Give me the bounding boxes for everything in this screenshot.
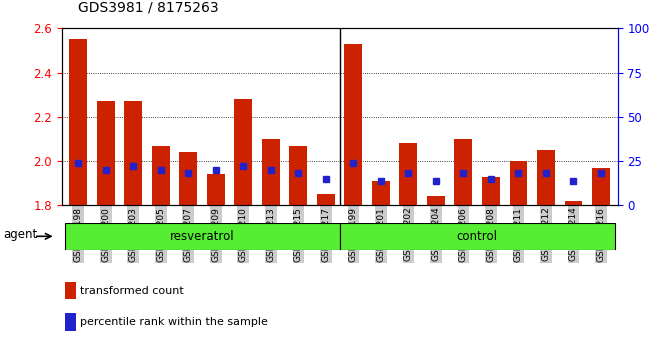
Bar bbox=[152, 145, 170, 205]
Bar bbox=[207, 175, 225, 205]
Text: resveratrol: resveratrol bbox=[170, 230, 235, 243]
Text: percentile rank within the sample: percentile rank within the sample bbox=[80, 317, 268, 327]
Bar bbox=[64, 313, 75, 331]
FancyBboxPatch shape bbox=[64, 223, 339, 250]
Bar bbox=[565, 201, 582, 205]
Bar bbox=[400, 143, 417, 205]
Bar bbox=[97, 101, 114, 205]
Bar bbox=[124, 101, 142, 205]
Bar bbox=[510, 161, 527, 205]
FancyBboxPatch shape bbox=[339, 223, 615, 250]
Bar bbox=[344, 44, 362, 205]
Text: control: control bbox=[457, 230, 498, 243]
Bar bbox=[592, 168, 610, 205]
Text: agent: agent bbox=[3, 228, 37, 241]
Bar bbox=[482, 177, 500, 205]
Bar bbox=[537, 150, 555, 205]
Bar bbox=[262, 139, 279, 205]
Bar bbox=[70, 39, 87, 205]
Bar bbox=[235, 99, 252, 205]
Bar bbox=[317, 194, 335, 205]
Bar bbox=[289, 145, 307, 205]
Bar bbox=[372, 181, 390, 205]
Bar bbox=[64, 282, 75, 299]
Text: GDS3981 / 8175263: GDS3981 / 8175263 bbox=[79, 0, 219, 14]
Bar bbox=[427, 196, 445, 205]
Bar bbox=[454, 139, 473, 205]
Bar bbox=[179, 152, 197, 205]
Text: transformed count: transformed count bbox=[80, 286, 184, 296]
